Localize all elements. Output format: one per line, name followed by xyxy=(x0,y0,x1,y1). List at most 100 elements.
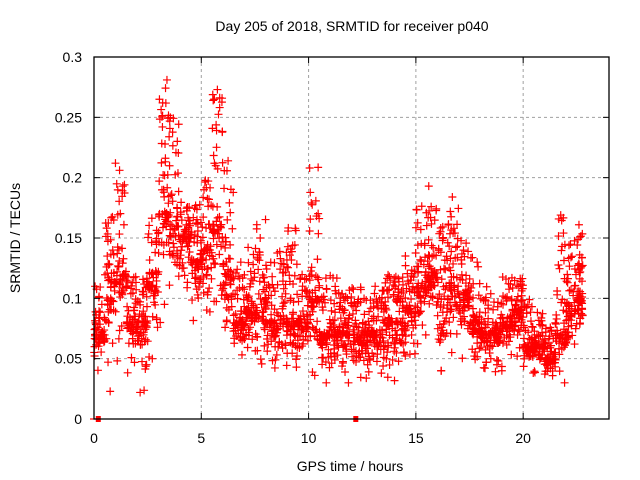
data-point xyxy=(330,299,339,308)
data-point xyxy=(523,300,532,309)
data-point xyxy=(451,253,460,262)
data-point xyxy=(475,344,484,353)
data-point xyxy=(464,302,473,311)
data-point xyxy=(109,215,118,224)
data-point xyxy=(364,317,373,326)
data-point xyxy=(286,330,295,339)
data-point xyxy=(385,360,394,369)
data-point xyxy=(398,314,407,323)
data-point xyxy=(250,269,259,278)
data-point xyxy=(429,251,438,260)
data-point xyxy=(348,309,357,318)
data-point xyxy=(309,325,318,334)
data-point xyxy=(456,308,465,317)
data-point xyxy=(205,284,214,293)
data-point xyxy=(563,274,572,283)
data-point xyxy=(519,309,528,318)
data-point xyxy=(552,337,561,346)
data-point xyxy=(407,295,416,304)
data-point xyxy=(401,338,410,347)
data-point xyxy=(510,308,519,317)
data-point xyxy=(211,260,220,269)
data-point xyxy=(416,307,425,316)
data-point xyxy=(375,338,384,347)
data-point xyxy=(284,263,293,272)
data-point xyxy=(236,258,245,267)
data-point xyxy=(139,287,148,296)
axes: 0 0.05 0.1 0.15 0.2 0.25 0.3 0 5 10 15 20 xyxy=(55,49,609,446)
data-point xyxy=(183,242,192,251)
data-point xyxy=(450,285,459,294)
data-point xyxy=(103,252,112,261)
data-point xyxy=(278,304,287,313)
data-point xyxy=(391,295,400,304)
data-point xyxy=(417,239,426,248)
data-point xyxy=(306,266,315,275)
data-point xyxy=(217,242,226,251)
data-point xyxy=(268,327,277,336)
data-point xyxy=(243,296,252,305)
data-point xyxy=(326,296,335,305)
data-point xyxy=(537,316,546,325)
data-point xyxy=(373,350,382,359)
data-point xyxy=(168,141,177,150)
data-point xyxy=(489,305,498,314)
data-point xyxy=(155,212,164,221)
data-point xyxy=(562,337,571,346)
data-point xyxy=(414,308,423,317)
data-point xyxy=(117,321,126,330)
data-point xyxy=(162,75,171,84)
data-point xyxy=(445,242,454,251)
data-point xyxy=(499,300,508,309)
data-point xyxy=(370,289,379,298)
data-point xyxy=(319,353,328,362)
data-point xyxy=(352,322,361,331)
data-point xyxy=(289,280,298,289)
data-point xyxy=(498,273,507,282)
data-point xyxy=(142,302,151,311)
data-point xyxy=(110,286,119,295)
data-point xyxy=(307,199,316,208)
data-point xyxy=(551,362,560,371)
data-point xyxy=(363,335,372,344)
data-point xyxy=(199,249,208,258)
data-point xyxy=(394,357,403,366)
data-point xyxy=(261,261,270,270)
data-point xyxy=(356,285,365,294)
data-point xyxy=(308,288,317,297)
data-point xyxy=(401,351,410,360)
data-point xyxy=(169,239,178,248)
data-point xyxy=(130,358,139,367)
data-point xyxy=(279,322,288,331)
data-point xyxy=(124,306,133,315)
data-point xyxy=(421,267,430,276)
data-point xyxy=(286,338,295,347)
data-point xyxy=(418,321,427,330)
data-point xyxy=(412,205,421,214)
data-point xyxy=(191,258,200,267)
data-point xyxy=(253,255,262,264)
data-point xyxy=(369,302,378,311)
data-point xyxy=(473,339,482,348)
data-point xyxy=(319,292,328,301)
data-point xyxy=(449,259,458,268)
data-point xyxy=(474,291,483,300)
data-point xyxy=(123,302,132,311)
data-point xyxy=(554,232,563,241)
data-point xyxy=(476,343,485,352)
x-tick-label: 15 xyxy=(408,430,424,446)
data-point xyxy=(374,312,383,321)
data-point xyxy=(176,210,185,219)
data-point xyxy=(510,276,519,285)
data-point xyxy=(224,265,233,274)
data-point xyxy=(208,252,217,261)
data-point xyxy=(212,297,221,306)
data-point xyxy=(248,335,257,344)
data-point xyxy=(106,250,115,259)
data-point xyxy=(433,297,442,306)
data-point xyxy=(383,373,392,382)
data-point xyxy=(476,326,485,335)
data-point xyxy=(322,338,331,347)
data-point xyxy=(372,357,381,366)
data-point xyxy=(339,341,348,350)
